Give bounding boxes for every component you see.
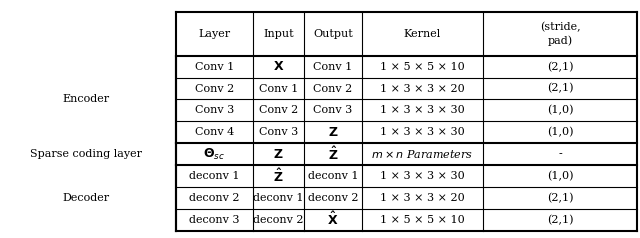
Text: Conv 4: Conv 4 <box>195 127 234 137</box>
Text: (2,1): (2,1) <box>547 193 573 203</box>
Text: $\mathbf{Z}$: $\mathbf{Z}$ <box>328 126 338 139</box>
Text: Input: Input <box>263 29 294 39</box>
Text: Encoder: Encoder <box>63 94 110 104</box>
Text: deconv 3: deconv 3 <box>189 215 239 225</box>
Text: $\mathbf{\hat{X}}$: $\mathbf{\hat{X}}$ <box>327 211 339 228</box>
Text: Conv 2: Conv 2 <box>195 84 234 94</box>
Text: deconv 2: deconv 2 <box>253 215 303 225</box>
Text: (2,1): (2,1) <box>547 215 573 225</box>
Text: 1 × 3 × 3 × 30: 1 × 3 × 3 × 30 <box>380 171 465 181</box>
Text: deconv 1: deconv 1 <box>253 193 303 203</box>
Text: $\mathbf{\hat{Z}}$: $\mathbf{\hat{Z}}$ <box>273 168 284 185</box>
Text: Conv 2: Conv 2 <box>259 105 298 115</box>
Text: Conv 3: Conv 3 <box>195 105 234 115</box>
Text: (stride,
pad): (stride, pad) <box>540 22 580 45</box>
Text: Conv 1: Conv 1 <box>259 84 298 94</box>
Text: Decoder: Decoder <box>63 193 110 203</box>
Text: Sparse coding layer: Sparse coding layer <box>31 149 143 159</box>
Text: $\mathbf{Z}$: $\mathbf{Z}$ <box>273 148 284 161</box>
Text: Conv 3: Conv 3 <box>259 127 298 137</box>
Text: (2,1): (2,1) <box>547 61 573 72</box>
Text: Output: Output <box>313 29 353 39</box>
Text: deconv 1: deconv 1 <box>189 171 239 181</box>
Text: 1 × 5 × 5 × 10: 1 × 5 × 5 × 10 <box>380 215 465 225</box>
Text: Kernel: Kernel <box>404 29 441 39</box>
Text: 1 × 3 × 3 × 20: 1 × 3 × 3 × 20 <box>380 84 465 94</box>
Text: 1 × 3 × 3 × 20: 1 × 3 × 3 × 20 <box>380 193 465 203</box>
Text: (1,0): (1,0) <box>547 171 573 181</box>
Text: (1,0): (1,0) <box>547 105 573 116</box>
Text: (1,0): (1,0) <box>547 127 573 138</box>
Text: 1 × 3 × 3 × 30: 1 × 3 × 3 × 30 <box>380 127 465 137</box>
Text: 1 × 5 × 5 × 10: 1 × 5 × 5 × 10 <box>380 62 465 72</box>
Text: Conv 3: Conv 3 <box>313 105 353 115</box>
Text: $\mathbf{\hat{Z}}$: $\mathbf{\hat{Z}}$ <box>328 146 338 163</box>
Text: (2,1): (2,1) <box>547 83 573 94</box>
Text: 1 × 3 × 3 × 30: 1 × 3 × 3 × 30 <box>380 105 465 115</box>
Text: $\mathbf{\Theta}_{sc}$: $\mathbf{\Theta}_{sc}$ <box>204 147 225 162</box>
Text: Conv 2: Conv 2 <box>313 84 353 94</box>
Text: $m \times n$ Parameters: $m \times n$ Parameters <box>371 148 474 160</box>
Text: deconv 2: deconv 2 <box>308 193 358 203</box>
Text: Conv 1: Conv 1 <box>195 62 234 72</box>
Text: -: - <box>558 149 562 159</box>
Text: Layer: Layer <box>198 29 230 39</box>
Text: $\mathbf{X}$: $\mathbf{X}$ <box>273 60 284 73</box>
Text: deconv 2: deconv 2 <box>189 193 239 203</box>
Text: Conv 1: Conv 1 <box>313 62 353 72</box>
Text: deconv 1: deconv 1 <box>308 171 358 181</box>
